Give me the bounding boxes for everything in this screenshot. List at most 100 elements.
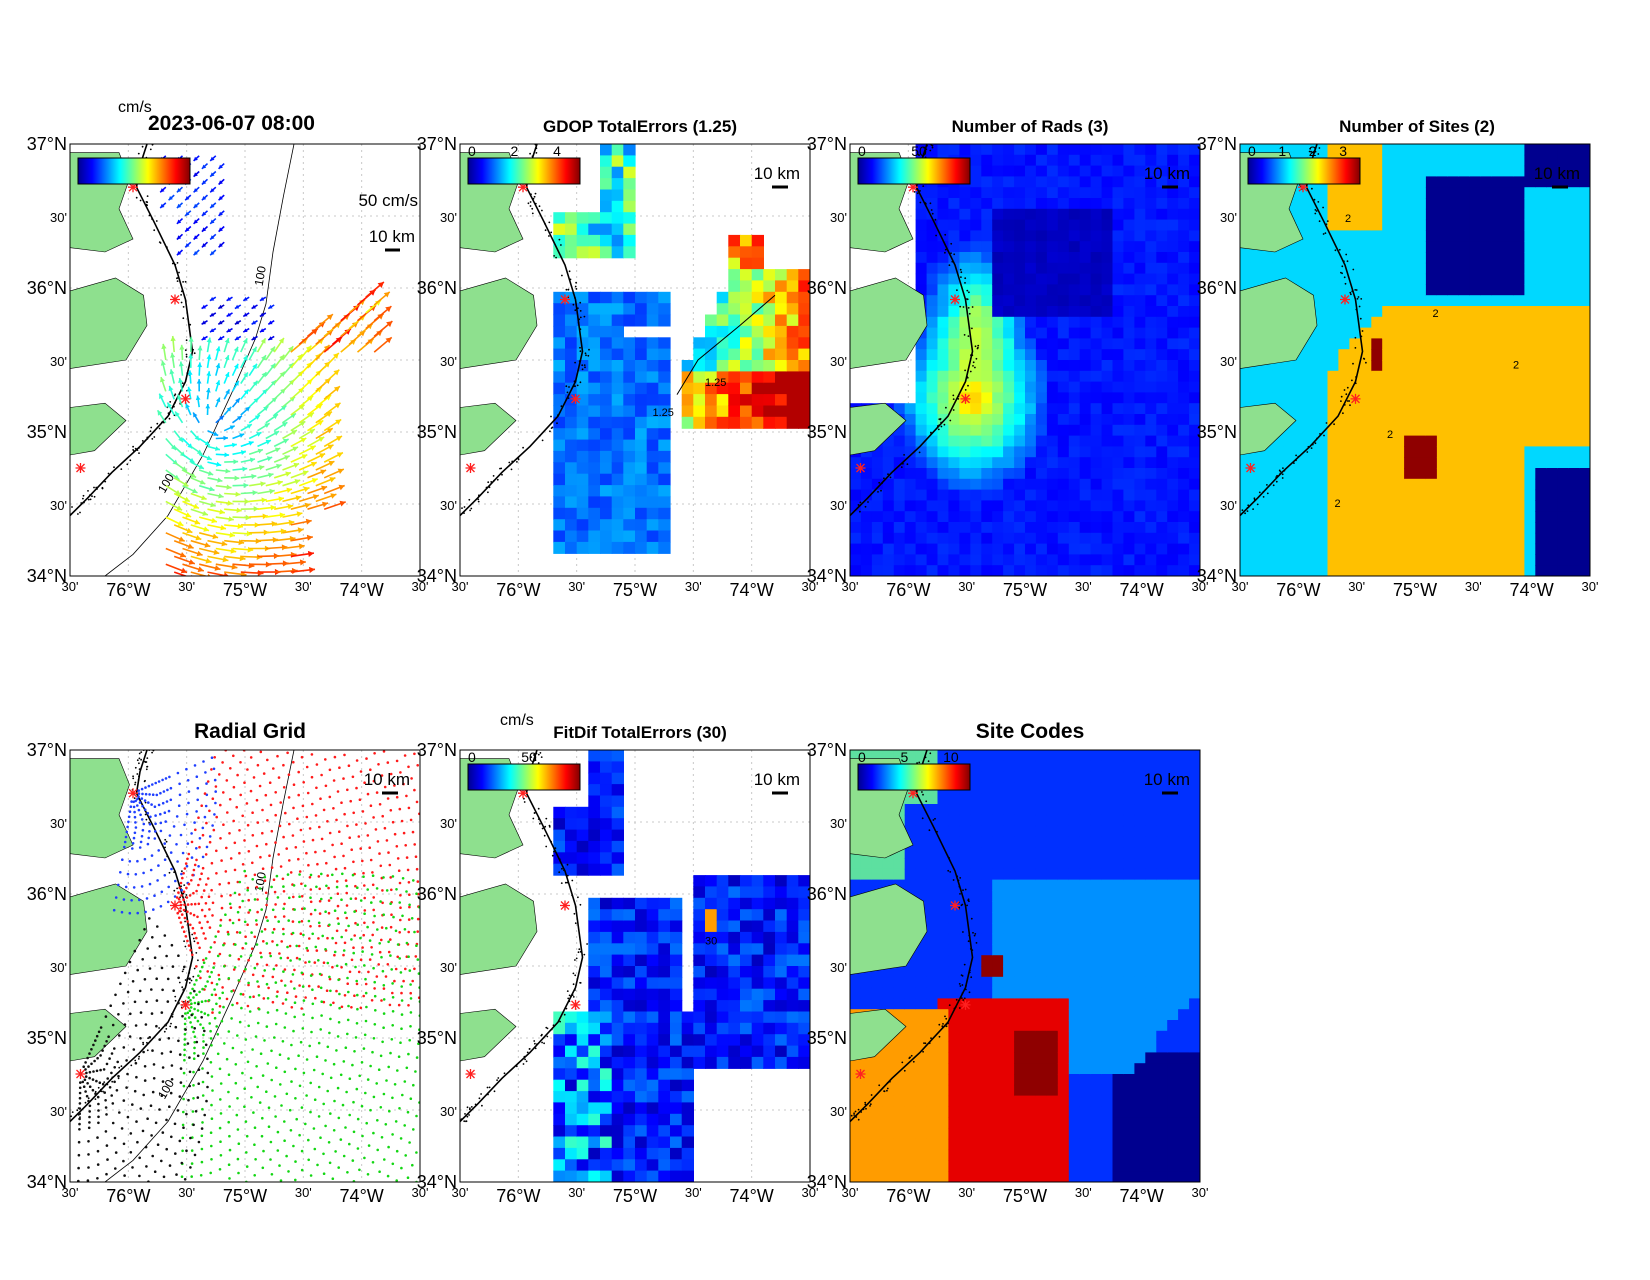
coast-dot xyxy=(917,192,919,194)
coast-dot xyxy=(931,209,933,211)
coast-dot xyxy=(146,768,148,770)
coast-dot xyxy=(972,365,974,367)
latitude-label: 35°N xyxy=(807,422,847,442)
land-mass xyxy=(850,278,927,369)
coast-dot xyxy=(945,249,947,251)
coast-dot xyxy=(954,1008,956,1010)
coast-dot xyxy=(533,1040,535,1042)
coast-dot xyxy=(886,1090,888,1092)
coast-dot xyxy=(538,808,540,810)
longitude-label: 30' xyxy=(685,1185,702,1200)
coast-dot xyxy=(135,767,137,769)
coast-dot xyxy=(545,229,547,231)
coast-dot xyxy=(1293,462,1295,464)
coast-dot xyxy=(548,235,550,237)
coast-dot xyxy=(928,760,930,762)
coast-dot xyxy=(1242,509,1244,511)
coast-dot xyxy=(532,213,534,215)
coast-dot xyxy=(965,985,967,987)
coast-dot xyxy=(576,288,578,290)
coast-dot xyxy=(855,1116,857,1118)
coast-dot xyxy=(134,797,136,799)
coast-dot xyxy=(538,818,540,820)
coast-dot xyxy=(1276,481,1278,483)
coast-dot xyxy=(477,499,479,501)
coast-dot xyxy=(146,819,148,821)
coast-dot xyxy=(177,280,179,282)
latitude-label: 37°N xyxy=(27,134,67,154)
coast-dot xyxy=(1341,265,1343,267)
latitude-label: 35°N xyxy=(1197,422,1237,442)
coast-dot xyxy=(161,422,163,424)
coast-dot xyxy=(1344,389,1346,391)
coast-dot xyxy=(550,232,552,234)
coast-dot xyxy=(172,263,174,265)
coast-dot xyxy=(881,482,883,484)
latitude-label: 30' xyxy=(440,498,457,513)
coast-dot xyxy=(185,281,187,283)
coast-dot xyxy=(970,371,972,373)
coast-dot xyxy=(1355,382,1357,384)
coast-dot xyxy=(955,1006,957,1008)
coast-dot xyxy=(576,958,578,960)
longitude-label: 30' xyxy=(958,579,975,594)
colorbar-tick: 0 xyxy=(858,749,866,765)
coast-dot xyxy=(180,294,182,296)
latitude-label: 30' xyxy=(440,210,457,225)
latitude-label: 35°N xyxy=(27,422,67,442)
coast-dot xyxy=(479,1097,481,1099)
coast-dot xyxy=(542,828,544,830)
coast-dot xyxy=(118,1067,120,1069)
radar-site-marker xyxy=(128,788,138,798)
coast-dot xyxy=(1357,298,1359,300)
coast-dot xyxy=(957,398,959,400)
coast-dot xyxy=(887,1082,889,1084)
coast-dot xyxy=(548,222,550,224)
longitude-label: 30' xyxy=(568,1185,585,1200)
coast-dot xyxy=(136,197,138,199)
coast-dot xyxy=(968,900,970,902)
coast-dot xyxy=(964,282,966,284)
coast-dot xyxy=(539,823,541,825)
radar-site-marker xyxy=(856,1069,866,1079)
coast-dot xyxy=(1282,467,1284,469)
longitude-label: 30' xyxy=(1348,579,1365,594)
coast-dot xyxy=(944,424,946,426)
coast-dot xyxy=(1356,289,1358,291)
coast-dot xyxy=(549,430,551,432)
coast-dot xyxy=(83,495,85,497)
coast-dot xyxy=(1349,404,1351,406)
coast-dot xyxy=(956,875,958,877)
coast-dot xyxy=(493,475,495,477)
longitude-label: 30' xyxy=(178,1185,195,1200)
coast-dot xyxy=(865,1108,867,1110)
coast-dot xyxy=(181,290,183,292)
radar-site-marker xyxy=(571,394,581,404)
coast-dot xyxy=(1345,283,1347,285)
coast-dot xyxy=(175,1000,177,1002)
coast-dot xyxy=(182,971,184,973)
coast-dot xyxy=(553,1024,555,1026)
coast-dot xyxy=(146,757,148,759)
coast-dot xyxy=(134,784,136,786)
coast-dot xyxy=(138,447,140,449)
coast-dot xyxy=(584,316,586,318)
coast-dot xyxy=(132,778,134,780)
coast-dot xyxy=(1273,484,1275,486)
coast-dot xyxy=(552,855,554,857)
coast-dot xyxy=(1355,347,1357,349)
latitude-label: 37°N xyxy=(807,740,847,760)
coast-dot xyxy=(489,1087,491,1089)
speed-scale-label: 50 cm/s xyxy=(358,191,418,210)
coast-dot xyxy=(568,289,570,291)
colorbar-unit-label: cm/s xyxy=(118,99,152,116)
coast-dot xyxy=(134,1060,136,1062)
coast-dot xyxy=(969,313,971,315)
coast-dot xyxy=(145,802,147,804)
coast-dot xyxy=(177,262,179,264)
coast-dot xyxy=(144,781,146,783)
coast-dot xyxy=(959,1007,961,1009)
coast-dot xyxy=(586,943,588,945)
coast-dot xyxy=(133,450,135,452)
